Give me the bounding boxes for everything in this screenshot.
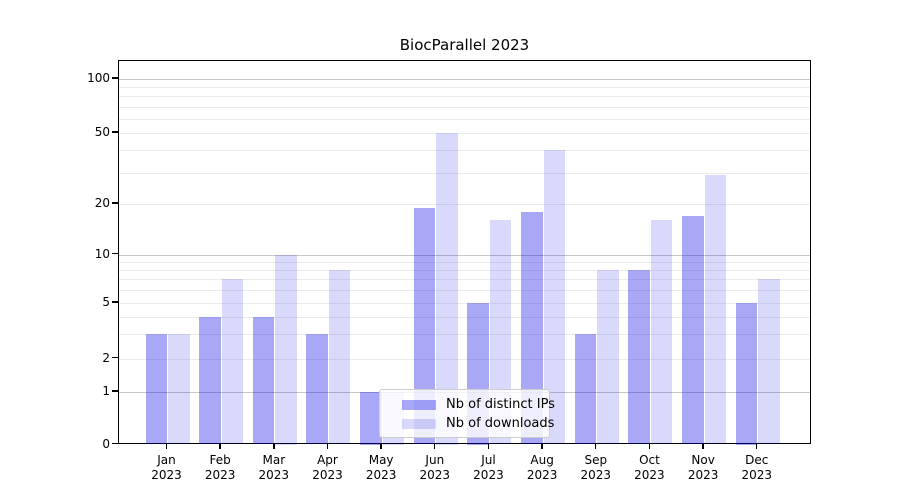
legend-item-distinct-ips: Nb of distinct IPs [380,395,555,414]
x-tick-mark [648,443,651,449]
minor-gridline [119,279,810,281]
x-tick-mark [595,443,597,449]
bar-distinct-ips [413,207,436,445]
bar-downloads [221,279,244,445]
y-tick-mark [112,202,118,204]
bar-distinct-ips [521,211,543,445]
x-tick-label: Mar 2023 [258,452,290,482]
legend-label-distinct-ips: Nb of distinct IPs [446,397,555,412]
x-tick-mark [434,443,436,449]
x-tick-mark [487,443,490,449]
x-tick-mark [702,443,704,449]
plot-area [118,59,811,445]
x-tick-mark [219,443,221,449]
bar-downloads [436,133,458,445]
y-tick-label: 5 [102,295,110,309]
minor-gridline [119,106,810,108]
bar-downloads [543,150,566,445]
y-tick-mark [112,77,118,79]
legend: Nb of distinct IPs Nb of downloads [379,389,555,438]
bar-distinct-ips [735,303,758,445]
bar-distinct-ips [252,316,275,445]
bar-downloads [168,333,190,445]
minor-gridline [119,96,810,98]
bar-distinct-ips [682,215,704,445]
bar-distinct-ips [306,333,328,445]
minor-gridline [119,261,810,263]
legend-item-downloads: Nb of downloads [380,414,554,433]
major-gridline [119,79,810,80]
bar-downloads [328,270,351,445]
major-gridline [119,358,810,360]
y-tick-mark [112,442,118,445]
bar-distinct-ips [199,316,221,445]
minor-gridline [119,290,810,292]
bar-distinct-ips [360,392,382,445]
x-tick-label: Apr 2023 [312,452,343,482]
bar-downloads [650,220,673,445]
y-tick-mark [112,252,118,255]
x-tick-label: Feb 2023 [204,452,236,482]
bar-downloads [489,220,512,445]
bar-distinct-ips [574,333,597,445]
y-tick-label: 50 [94,125,110,139]
bar-downloads [758,279,780,445]
y-tick-label: 10 [94,246,110,261]
major-gridline [119,254,810,256]
bar-downloads [597,270,619,445]
minor-gridline [119,270,810,272]
minor-gridline [119,118,810,120]
y-tick-label: 20 [94,196,110,210]
x-tick-label: Nov 2023 [687,452,719,482]
x-tick-mark [541,443,543,449]
x-tick-mark [165,443,168,449]
y-tick-mark [112,390,118,392]
x-tick-label: Aug 2023 [526,452,558,482]
y-tick-mark [112,131,118,133]
x-tick-label: May 2023 [365,452,397,482]
bar-downloads [704,175,727,445]
legend-swatch-downloads-icon [402,418,436,429]
x-tick-label: Oct 2023 [634,452,665,482]
major-gridline [119,204,810,205]
y-tick-label: 2 [102,350,110,365]
x-tick-mark [273,443,275,449]
major-gridline [119,133,810,134]
minor-gridline [119,150,810,152]
minor-gridline [119,87,810,89]
y-tick-label: 0 [102,436,110,451]
x-tick-mark [756,443,758,449]
x-tick-label: Jun 2023 [419,452,451,482]
y-tick-label: 1 [102,384,110,398]
bar-distinct-ips [628,270,650,445]
y-tick-mark [112,356,118,359]
major-gridline [119,303,810,304]
x-tick-label: Jul 2023 [473,452,504,482]
x-tick-label: Sep 2023 [580,452,612,482]
y-tick-mark [112,301,118,303]
chart-title: BiocParallel 2023 [399,36,530,54]
legend-label-downloads: Nb of downloads [446,416,555,431]
legend-swatch-ips-icon [402,399,436,410]
bar-downloads [275,254,297,445]
x-tick-label: Dec 2023 [741,452,773,482]
y-tick-label: 100 [87,71,110,85]
minor-gridline [119,316,810,318]
x-tick-mark [380,443,382,449]
minor-gridline [119,333,810,335]
minor-gridline [119,172,810,174]
x-tick-mark [326,443,329,449]
x-tick-label: Jan 2023 [151,452,182,482]
bar-distinct-ips [145,333,167,445]
